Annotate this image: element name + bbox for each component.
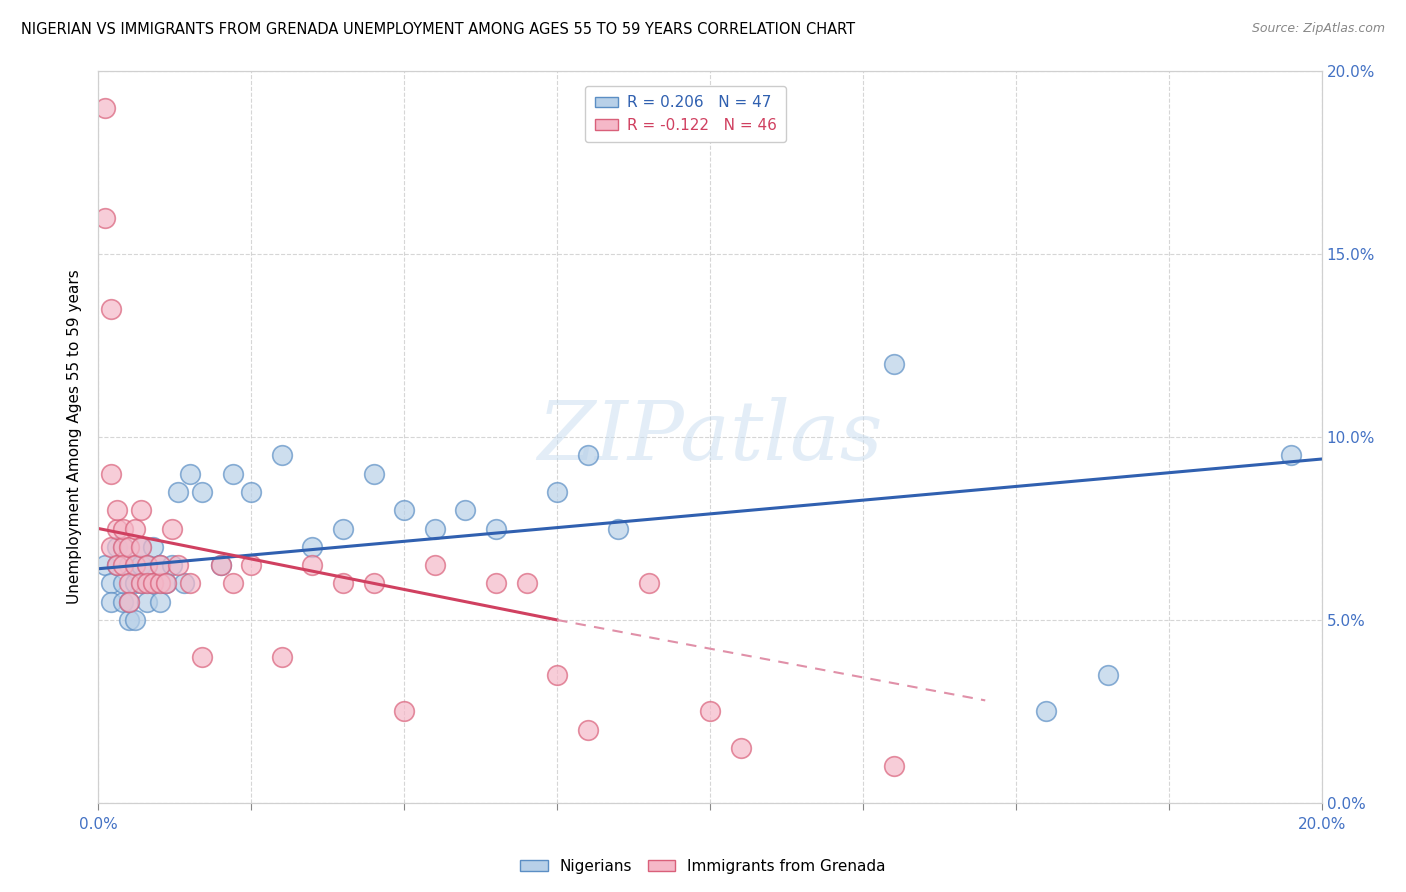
Point [129,503,152,517]
Legend: Nigerians, Immigrants from Grenada: Nigerians, Immigrants from Grenada [515,853,891,880]
Point [240,558,263,573]
Point [105,521,128,535]
Point [93,558,115,573]
Point [105,540,128,554]
Point [129,540,152,554]
Point [546,485,568,500]
Point [129,576,152,591]
Point [124,558,146,573]
Point [124,521,146,535]
Point [118,594,141,608]
Point [485,521,508,535]
Point [173,576,195,591]
Point [179,467,201,481]
Point [332,576,354,591]
Point [149,594,172,608]
Point [240,485,263,500]
Point [637,576,661,591]
Point [301,558,323,573]
Point [136,558,159,573]
Point [118,594,141,608]
Point [160,558,183,573]
Point [270,649,292,664]
Point [124,558,146,573]
Text: ZIPatlas: ZIPatlas [537,397,883,477]
Point [485,576,508,591]
Point [392,503,416,517]
Point [209,558,232,573]
Point [179,576,201,591]
Point [105,558,128,573]
Point [93,211,115,225]
Point [191,649,214,664]
Point [100,467,122,481]
Point [136,594,159,608]
Y-axis label: Unemployment Among Ages 55 to 59 years: Unemployment Among Ages 55 to 59 years [67,269,83,605]
Legend: R = 0.206   N = 47, R = -0.122   N = 46: R = 0.206 N = 47, R = -0.122 N = 46 [585,87,786,143]
Point [155,576,177,591]
Point [111,594,134,608]
Point [607,521,630,535]
Point [516,576,538,591]
Point [423,558,446,573]
Point [454,503,477,517]
Point [363,576,385,591]
Point [576,723,599,737]
Point [100,594,122,608]
Point [129,540,152,554]
Point [155,576,177,591]
Point [111,540,134,554]
Point [105,503,128,517]
Point [222,576,245,591]
Point [149,576,172,591]
Point [149,558,172,573]
Point [699,705,721,719]
Point [191,485,214,500]
Point [1097,667,1119,681]
Point [142,540,165,554]
Point [142,576,165,591]
Point [111,558,134,573]
Point [118,576,141,591]
Point [124,576,146,591]
Text: NIGERIAN VS IMMIGRANTS FROM GRENADA UNEMPLOYMENT AMONG AGES 55 TO 59 YEARS CORRE: NIGERIAN VS IMMIGRANTS FROM GRENADA UNEM… [21,22,855,37]
Point [118,558,141,573]
Point [301,540,323,554]
Point [100,576,122,591]
Point [111,540,134,554]
Point [142,576,165,591]
Point [1035,705,1057,719]
Point [730,740,752,755]
Point [118,540,141,554]
Point [136,558,159,573]
Point [124,613,146,627]
Point [160,521,183,535]
Point [423,521,446,535]
Point [105,558,128,573]
Point [100,540,122,554]
Point [270,449,292,463]
Point [149,558,172,573]
Point [546,667,568,681]
Text: Source: ZipAtlas.com: Source: ZipAtlas.com [1251,22,1385,36]
Point [883,759,905,773]
Point [1279,449,1302,463]
Point [136,576,159,591]
Point [118,613,141,627]
Point [883,357,905,371]
Point [167,485,190,500]
Point [111,521,134,535]
Point [209,558,232,573]
Point [576,449,599,463]
Point [332,521,354,535]
Point [100,301,122,317]
Point [111,576,134,591]
Point [129,558,152,573]
Point [392,705,416,719]
Point [93,101,115,115]
Point [363,467,385,481]
Point [129,576,152,591]
Point [167,558,190,573]
Point [222,467,245,481]
